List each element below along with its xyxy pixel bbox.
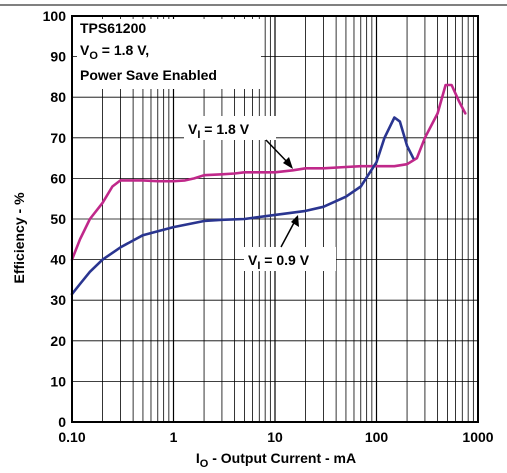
- series-label-vi-1-8-backdrop: [184, 116, 276, 140]
- series-label-vi-0-9-arrow: [280, 218, 297, 248]
- y-tick-label: 60: [50, 170, 66, 186]
- x-axis-title-main: I: [196, 450, 200, 466]
- y-tick-label: 10: [50, 373, 66, 389]
- series-label-vi-0-9-backdrop: [244, 247, 336, 271]
- condition-annotation: TPS61200 VO = 1.8 V, Power Save Enabled: [77, 19, 261, 89]
- y-tick-label: 100: [43, 8, 67, 24]
- series-label-vi-0-9-rest: = 0.9 V: [260, 252, 309, 268]
- annotation-line-3: Power Save Enabled: [80, 67, 217, 83]
- x-axis-title: IO - Output Current - mA: [196, 450, 356, 470]
- series-label-vi-1-8-rest: = 1.8 V: [200, 121, 249, 137]
- series-label-vi-1-8-sub: I: [197, 129, 200, 141]
- y-tick-label: 0: [58, 414, 66, 430]
- y-tick-label: 30: [50, 292, 66, 308]
- y-tick-labels: 0 10 20 30 40 50 60 70 80 90 100: [43, 8, 67, 430]
- series-label-vi-0-9-sub: I: [257, 260, 260, 272]
- annotation-line-1: TPS61200: [80, 20, 146, 36]
- series-label-vi-0-9-text: VI = 0.9 V: [248, 252, 310, 272]
- annotation-line-2-rest: = 1.8 V,: [98, 42, 149, 58]
- x-tick-label: 1: [170, 429, 178, 445]
- y-tick-label: 40: [50, 252, 66, 268]
- series-label-vi-1-8-main: V: [188, 121, 198, 137]
- series-label-vi-0-9: VI = 0.9 V: [244, 215, 336, 272]
- x-tick-label: 0.10: [58, 429, 85, 445]
- x-tick-label: 10: [267, 429, 283, 445]
- series-label-vi-0-9-main: V: [248, 252, 258, 268]
- y-tick-label: 50: [50, 211, 66, 227]
- y-tick-label: 90: [50, 49, 66, 65]
- y-tick-label: 70: [50, 130, 66, 146]
- series-label-vi-1-8: VI = 1.8 V: [184, 116, 293, 169]
- series-line-vi-0-9: [70, 116, 415, 296]
- x-tick-label: 1000: [462, 429, 493, 445]
- annotation-line-2-sub: O: [89, 50, 98, 62]
- plot-frame: [71, 15, 479, 423]
- series-line-vi-1-8: [70, 83, 467, 261]
- y-axis-title: Efficiency - %: [11, 192, 27, 284]
- x-axis-title-sub: O: [200, 458, 209, 470]
- series-lines: [70, 83, 467, 296]
- annotation-line-2-main: V: [80, 42, 90, 58]
- series-label-vi-0-9-arrowhead: [291, 215, 299, 227]
- x-tick-labels: 0.10 1 10 100 1000: [58, 429, 493, 445]
- x-tick-label: 100: [365, 429, 389, 445]
- y-tick-label: 20: [50, 333, 66, 349]
- x-axis-title-rest: - Output Current - mA: [208, 450, 356, 466]
- series-label-vi-1-8-arrowhead: [283, 157, 293, 169]
- series-label-vi-1-8-text: VI = 1.8 V: [188, 121, 250, 141]
- y-tick-label: 80: [50, 89, 66, 105]
- annotation-line-2: VO = 1.8 V,: [80, 42, 149, 62]
- annotation-backdrop: [77, 19, 261, 89]
